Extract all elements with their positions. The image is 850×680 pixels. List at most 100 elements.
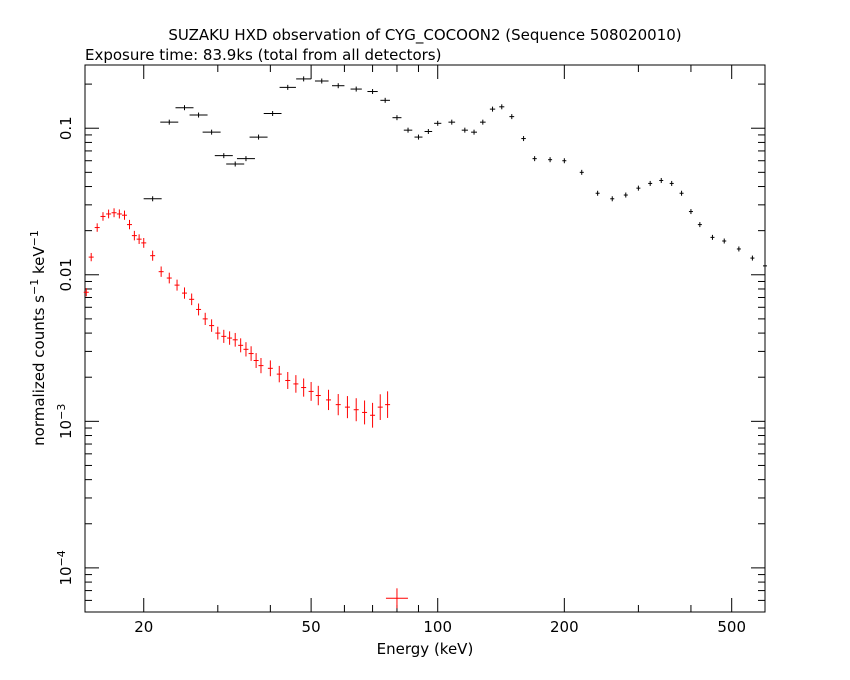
data-point	[380, 97, 390, 103]
y-tick-label-base: 10	[57, 420, 75, 439]
data-point	[353, 398, 359, 422]
data-point	[232, 332, 238, 347]
data-point	[315, 385, 321, 406]
plot-frame	[84, 64, 766, 613]
data-point	[166, 272, 172, 284]
y-axis-ticks	[85, 83, 765, 613]
data-point	[479, 119, 486, 125]
data-point	[659, 177, 664, 183]
data-point	[370, 402, 376, 428]
data-point	[263, 111, 282, 117]
y-tick-label-exponent: −3	[55, 404, 68, 420]
data-point	[202, 312, 208, 325]
data-point	[236, 156, 255, 162]
chart-title: SUZAKU HXD observation of CYG_COCOON2 (S…	[168, 26, 681, 45]
data-point	[362, 400, 368, 425]
data-point	[141, 237, 147, 248]
data-point	[136, 234, 142, 244]
data-point	[126, 219, 132, 230]
data-point	[175, 105, 194, 111]
data-point	[763, 263, 767, 269]
data-point	[116, 209, 122, 219]
data-point	[150, 250, 156, 261]
data-point	[722, 238, 727, 244]
data-point	[189, 293, 195, 306]
data-point	[521, 136, 526, 142]
data-point	[267, 360, 273, 377]
data-point	[83, 288, 89, 297]
data-point	[249, 134, 268, 140]
data-point	[688, 209, 693, 215]
data-point	[750, 255, 755, 261]
data-point	[636, 185, 641, 191]
data-point	[181, 287, 187, 299]
data-point	[344, 396, 350, 419]
data-point	[367, 89, 378, 95]
data-point	[679, 190, 684, 196]
data-point	[499, 104, 505, 110]
data-point	[301, 378, 307, 397]
x-tick-label: 20	[134, 618, 153, 636]
data-point	[253, 353, 259, 368]
data-point	[189, 112, 208, 118]
data-point	[258, 358, 264, 374]
x-tick-label: 50	[302, 618, 321, 636]
data-point	[88, 252, 94, 262]
data-point	[279, 84, 296, 90]
data-point	[131, 230, 137, 241]
data-point	[579, 169, 584, 175]
data-point	[385, 391, 391, 418]
data-point	[697, 222, 702, 228]
data-point	[158, 266, 164, 277]
data-point	[214, 153, 233, 159]
data-point	[143, 196, 162, 202]
data-point	[326, 389, 332, 411]
data-point	[308, 382, 314, 401]
data-point	[610, 196, 615, 202]
data-point	[335, 394, 341, 416]
data-point	[392, 115, 402, 121]
x-axis-ticks	[143, 65, 766, 612]
data-point	[174, 279, 180, 291]
data-point	[111, 208, 117, 218]
data-point	[434, 120, 442, 126]
y-tick-label: 10−3	[55, 404, 75, 439]
data-point	[121, 210, 127, 220]
y-axis-label-exp2: −1	[28, 230, 41, 246]
chart-subtitle: Exposure time: 83.9ks (total from all de…	[85, 46, 441, 64]
data-point	[215, 326, 221, 340]
y-axis-label-main: normalized counts s	[30, 295, 48, 446]
data-point	[226, 161, 245, 167]
y-tick-label-exponent: −4	[55, 550, 68, 566]
data-series-layer	[83, 76, 767, 609]
data-point	[248, 346, 254, 361]
y-tick-label: 0.01	[57, 258, 75, 291]
series-1	[83, 208, 408, 609]
data-point	[623, 192, 628, 198]
data-point	[209, 319, 215, 332]
data-point	[471, 129, 477, 135]
data-point	[448, 119, 456, 125]
data-point	[461, 127, 468, 133]
data-point	[196, 303, 202, 316]
data-point	[648, 180, 653, 186]
x-tick-label: 500	[717, 618, 746, 636]
x-axis-label: Energy (keV)	[377, 640, 474, 658]
data-point	[238, 338, 244, 353]
data-point	[293, 375, 299, 393]
data-point	[296, 76, 312, 82]
y-axis-label-unit: keV	[30, 246, 48, 279]
data-point	[595, 190, 600, 196]
y-tick-label: 0.1	[57, 116, 75, 140]
data-point	[489, 106, 496, 112]
data-point	[332, 83, 345, 89]
data-point	[414, 134, 423, 140]
series-0	[143, 76, 767, 269]
data-point	[100, 212, 106, 221]
y-tick-label-base: 10	[57, 566, 75, 585]
data-point	[736, 246, 741, 252]
data-point	[548, 157, 553, 163]
data-point	[106, 209, 112, 219]
